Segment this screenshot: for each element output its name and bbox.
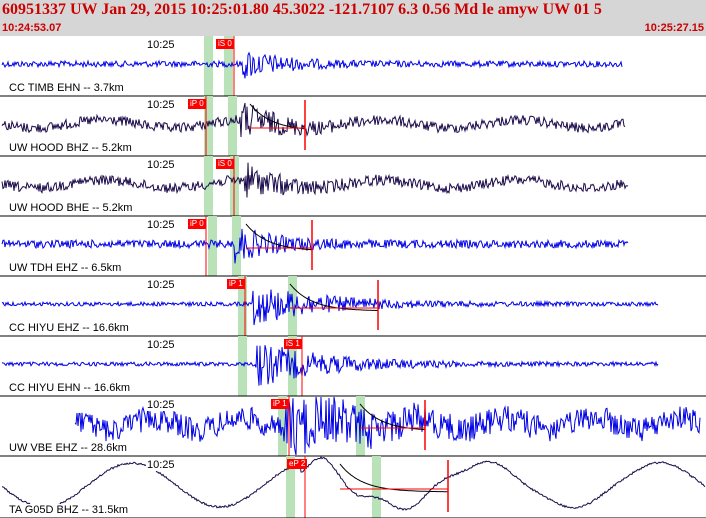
trace-time-label: 10:25 xyxy=(146,459,176,471)
coda-envelope xyxy=(359,403,426,431)
trace-time-label: 10:25 xyxy=(146,159,176,171)
trace-time-label: 10:25 xyxy=(146,399,176,411)
waveform-trace xyxy=(1,456,706,511)
pick-window-band xyxy=(288,336,297,396)
station-channel-label: UW TDH EHZ -- 6.5km xyxy=(8,262,123,274)
pick-window-band xyxy=(228,96,237,156)
pick-window-band xyxy=(286,456,295,518)
trace-panel[interactable] xyxy=(0,396,706,457)
coda-envelope xyxy=(339,463,448,493)
phase-pick-flag[interactable]: iS 1 xyxy=(284,339,302,349)
pick-window-band xyxy=(278,396,287,456)
station-channel-label: CC HIYU EHN -- 16.6km xyxy=(8,382,132,394)
phase-pick-flag[interactable]: eP 2 xyxy=(287,459,308,469)
pick-window-band xyxy=(208,216,217,276)
trace-time-label: 10:25 xyxy=(146,339,176,351)
waveform-trace xyxy=(1,289,659,326)
phase-pick-flag[interactable]: iP 0 xyxy=(188,99,206,109)
seismogram-panel[interactable] xyxy=(0,36,706,518)
waveform-trace xyxy=(1,51,623,79)
trace-panel[interactable] xyxy=(0,276,706,337)
event-title: 60951337 UW Jan 29, 2015 10:25:01.80 45.… xyxy=(2,1,602,18)
station-channel-label: UW VBE EHZ -- 28.6km xyxy=(8,442,128,454)
trace-time-label: 10:25 xyxy=(146,279,176,291)
trace-panel[interactable] xyxy=(0,36,706,97)
window-end-time: 10:25:27.15 xyxy=(644,22,704,34)
waveform-trace xyxy=(1,162,629,198)
phase-pick-flag[interactable]: iP 0 xyxy=(188,219,206,229)
station-channel-label: CC TIMB EHN -- 3.7km xyxy=(8,82,125,94)
trace-panel[interactable] xyxy=(0,156,706,217)
pick-window-band xyxy=(224,36,233,96)
phase-pick-flag[interactable]: iP 1 xyxy=(227,279,245,289)
station-channel-label: TA G05D BHZ -- 31.5km xyxy=(8,504,129,516)
trace-panel[interactable] xyxy=(0,216,706,277)
coda-envelope xyxy=(289,283,378,311)
coda-envelope xyxy=(245,223,313,251)
trace-panel[interactable] xyxy=(0,96,706,157)
trace-panel[interactable] xyxy=(0,456,706,518)
station-channel-label: CC HIYU EHZ -- 16.6km xyxy=(8,322,130,334)
event-header: 60951337 UW Jan 29, 2015 10:25:01.80 45.… xyxy=(0,0,706,36)
window-start-time: 10:24:53.07 xyxy=(2,22,62,34)
phase-pick-flag[interactable]: iS 0 xyxy=(216,159,234,169)
pick-window-band xyxy=(238,336,247,396)
station-channel-label: UW HOOD BHZ -- 5.2km xyxy=(8,142,133,154)
trace-time-label: 10:25 xyxy=(146,99,176,111)
pick-window-band xyxy=(204,36,213,96)
trace-panel[interactable] xyxy=(0,336,706,397)
waveform-trace xyxy=(1,102,626,138)
trace-time-label: 10:25 xyxy=(146,219,176,231)
pick-window-band xyxy=(232,216,241,276)
phase-pick-flag[interactable]: iS 0 xyxy=(216,39,234,49)
trace-time-label: 10:25 xyxy=(146,39,176,51)
waveform-trace xyxy=(1,345,659,386)
phase-pick-flag[interactable]: iP 1 xyxy=(271,399,289,409)
station-channel-label: UW HOOD BHE -- 5.2km xyxy=(8,202,134,214)
waveform-trace xyxy=(74,396,701,456)
waveform-trace xyxy=(1,228,629,264)
